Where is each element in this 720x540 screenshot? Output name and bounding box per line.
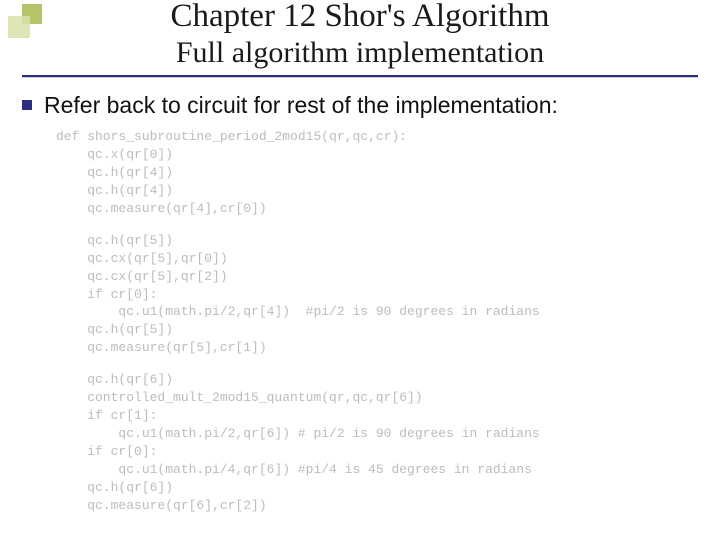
code-line: qc.h(qr[6]) [56, 479, 696, 497]
code-line: qc.h(qr[5]) [56, 232, 696, 250]
code-block: def shors_subroutine_period_2mod15(qr,qc… [56, 128, 696, 515]
code-line: qc.measure(qr[5],cr[1]) [56, 339, 696, 357]
code-line: qc.cx(qr[5],qr[0]) [56, 250, 696, 268]
bullet-text: Refer back to circuit for rest of the im… [44, 92, 558, 119]
slide-subtitle: Full algorithm implementation [176, 36, 544, 69]
code-line: qc.h(qr[6]) [56, 371, 696, 389]
code-line: qc.h(qr[4]) [56, 164, 696, 182]
code-line: qc.u1(math.pi/2,qr[6]) # pi/2 is 90 degr… [56, 425, 696, 443]
code-line: if cr[1]: [56, 407, 696, 425]
code-blank-line [56, 218, 696, 232]
code-line: qc.measure(qr[4],cr[0]) [56, 200, 696, 218]
code-line: qc.u1(math.pi/4,qr[6]) #pi/4 is 45 degre… [56, 461, 696, 479]
code-line: qc.x(qr[0]) [56, 146, 696, 164]
code-line: qc.u1(math.pi/2,qr[4]) #pi/2 is 90 degre… [56, 303, 696, 321]
code-line: def shors_subroutine_period_2mod15(qr,qc… [56, 128, 696, 146]
code-line: if cr[0]: [56, 443, 696, 461]
title-underline [22, 75, 698, 77]
slide-title: Chapter 12 Shor's Algorithm [170, 0, 549, 34]
bullet-row: Refer back to circuit for rest of the im… [22, 92, 700, 119]
code-line: qc.h(qr[5]) [56, 321, 696, 339]
code-line: qc.cx(qr[5],qr[2]) [56, 268, 696, 286]
bullet-marker [22, 100, 32, 110]
slide-title-block: Chapter 12 Shor's Algorithm Full algorit… [0, 0, 720, 71]
code-blank-line [56, 357, 696, 371]
code-line: qc.measure(qr[6],cr[2]) [56, 497, 696, 515]
code-line: if cr[0]: [56, 286, 696, 304]
code-line: controlled_mult_2mod15_quantum(qr,qc,qr[… [56, 389, 696, 407]
code-line: qc.h(qr[4]) [56, 182, 696, 200]
